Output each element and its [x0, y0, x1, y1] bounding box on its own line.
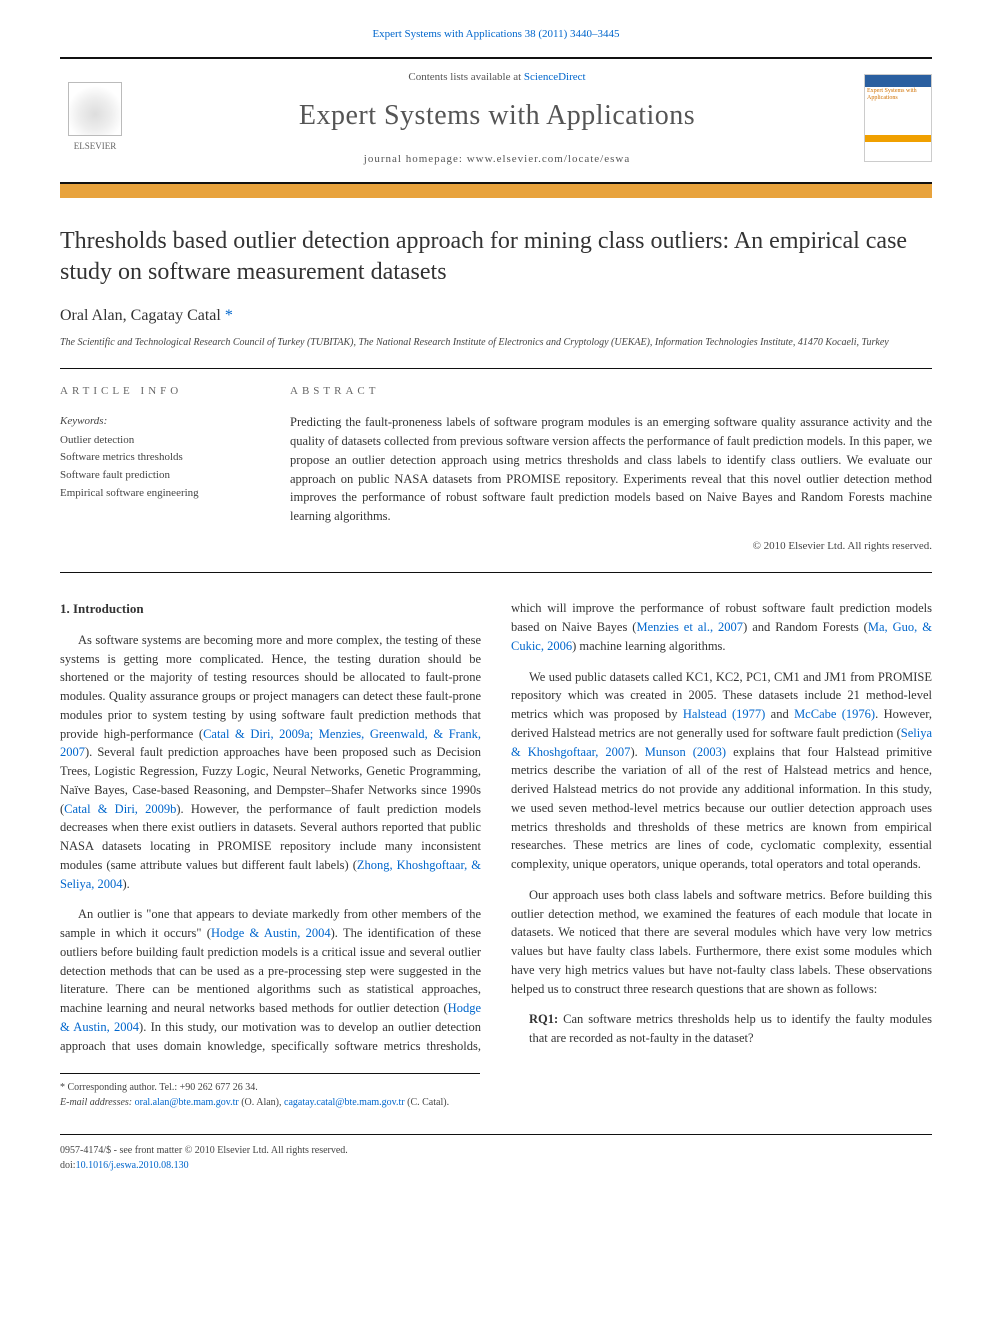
journal-title: Expert Systems with Applications	[150, 95, 844, 137]
paragraph: We used public datasets called KC1, KC2,…	[511, 668, 932, 874]
footer-left: 0957-4174/$ - see front matter © 2010 El…	[60, 1143, 932, 1173]
footnotes: * Corresponding author. Tel.: +90 262 67…	[60, 1073, 480, 1110]
issn-line: 0957-4174/$ - see front matter © 2010 El…	[60, 1143, 932, 1158]
rule-bottom	[60, 572, 932, 573]
paragraph: As software systems are becoming more an…	[60, 631, 481, 894]
homepage-url: www.elsevier.com/locate/eswa	[467, 153, 631, 165]
citation-link[interactable]: Halstead (1977)	[683, 707, 765, 721]
corresponding-author-note: * Corresponding author. Tel.: +90 262 67…	[60, 1080, 480, 1095]
page-footer: 0957-4174/$ - see front matter © 2010 El…	[60, 1134, 932, 1173]
abstract-col: abstract Predicting the fault-proneness …	[290, 383, 932, 555]
author-list: Oral Alan, Cagatay Catal *	[60, 304, 932, 328]
keyword-item: Software metrics thresholds	[60, 449, 264, 467]
journal-homepage: journal homepage: www.elsevier.com/locat…	[150, 151, 844, 168]
keyword-item: Outlier detection	[60, 432, 264, 450]
abstract-copyright: © 2010 Elsevier Ltd. All rights reserved…	[290, 538, 932, 555]
affiliation: The Scientific and Technological Researc…	[60, 336, 932, 350]
corresponding-marker-link[interactable]: *	[225, 307, 233, 324]
elsevier-logo: ELSEVIER	[60, 76, 130, 160]
doi-link[interactable]: 10.1016/j.eswa.2010.08.130	[76, 1160, 189, 1171]
body-columns: 1. Introduction As software systems are …	[60, 599, 932, 1055]
abstract-text: Predicting the fault-proneness labels of…	[290, 413, 932, 526]
running-header: Expert Systems with Applications 38 (201…	[0, 0, 992, 57]
abstract-heading: abstract	[290, 383, 932, 400]
email-link[interactable]: oral.alan@bte.mam.gov.tr	[135, 1097, 239, 1108]
article-info-col: article info Keywords: Outlier detection…	[60, 383, 290, 555]
article-info-heading: article info	[60, 383, 264, 400]
paragraph: Our approach uses both class labels and …	[511, 886, 932, 999]
info-abstract-row: article info Keywords: Outlier detection…	[60, 369, 932, 573]
journal-cover-thumb: Expert Systems with Applications	[864, 74, 932, 162]
running-header-link[interactable]: Expert Systems with Applications 38 (201…	[372, 28, 619, 40]
article-title: Thresholds based outlier detection appro…	[60, 226, 932, 288]
elsevier-tree-icon	[68, 82, 122, 136]
doi-line: doi:10.1016/j.eswa.2010.08.130	[60, 1158, 932, 1173]
citation-link[interactable]: McCabe (1976)	[794, 707, 875, 721]
keyword-item: Software fault prediction	[60, 467, 264, 485]
keywords-label: Keywords:	[60, 413, 264, 430]
journal-banner: ELSEVIER Contents lists available at Sci…	[60, 57, 932, 184]
citation-link[interactable]: Hodge & Austin, 2004	[211, 926, 331, 940]
rq-label: RQ1:	[529, 1012, 558, 1026]
orange-accent-bar	[60, 184, 932, 198]
citation-link[interactable]: Menzies et al., 2007	[636, 620, 743, 634]
sciencedirect-link[interactable]: ScienceDirect	[524, 71, 586, 83]
email-line: E-mail addresses: oral.alan@bte.mam.gov.…	[60, 1095, 480, 1110]
banner-center: Contents lists available at ScienceDirec…	[150, 69, 844, 168]
author-names: Oral Alan, Cagatay Catal	[60, 307, 221, 324]
contents-line: Contents lists available at ScienceDirec…	[150, 69, 844, 86]
citation-link[interactable]: Catal & Diri, 2009b	[64, 802, 176, 816]
email-link[interactable]: cagatay.catal@bte.mam.gov.tr	[284, 1097, 405, 1108]
citation-link[interactable]: Munson (2003)	[645, 745, 726, 759]
keyword-item: Empirical software engineering	[60, 485, 264, 503]
section-1-heading: 1. Introduction	[60, 599, 481, 619]
research-question: RQ1: Can software metrics thresholds hel…	[529, 1010, 932, 1048]
keywords-list: Outlier detection Software metrics thres…	[60, 432, 264, 502]
elsevier-label: ELSEVIER	[74, 140, 117, 154]
